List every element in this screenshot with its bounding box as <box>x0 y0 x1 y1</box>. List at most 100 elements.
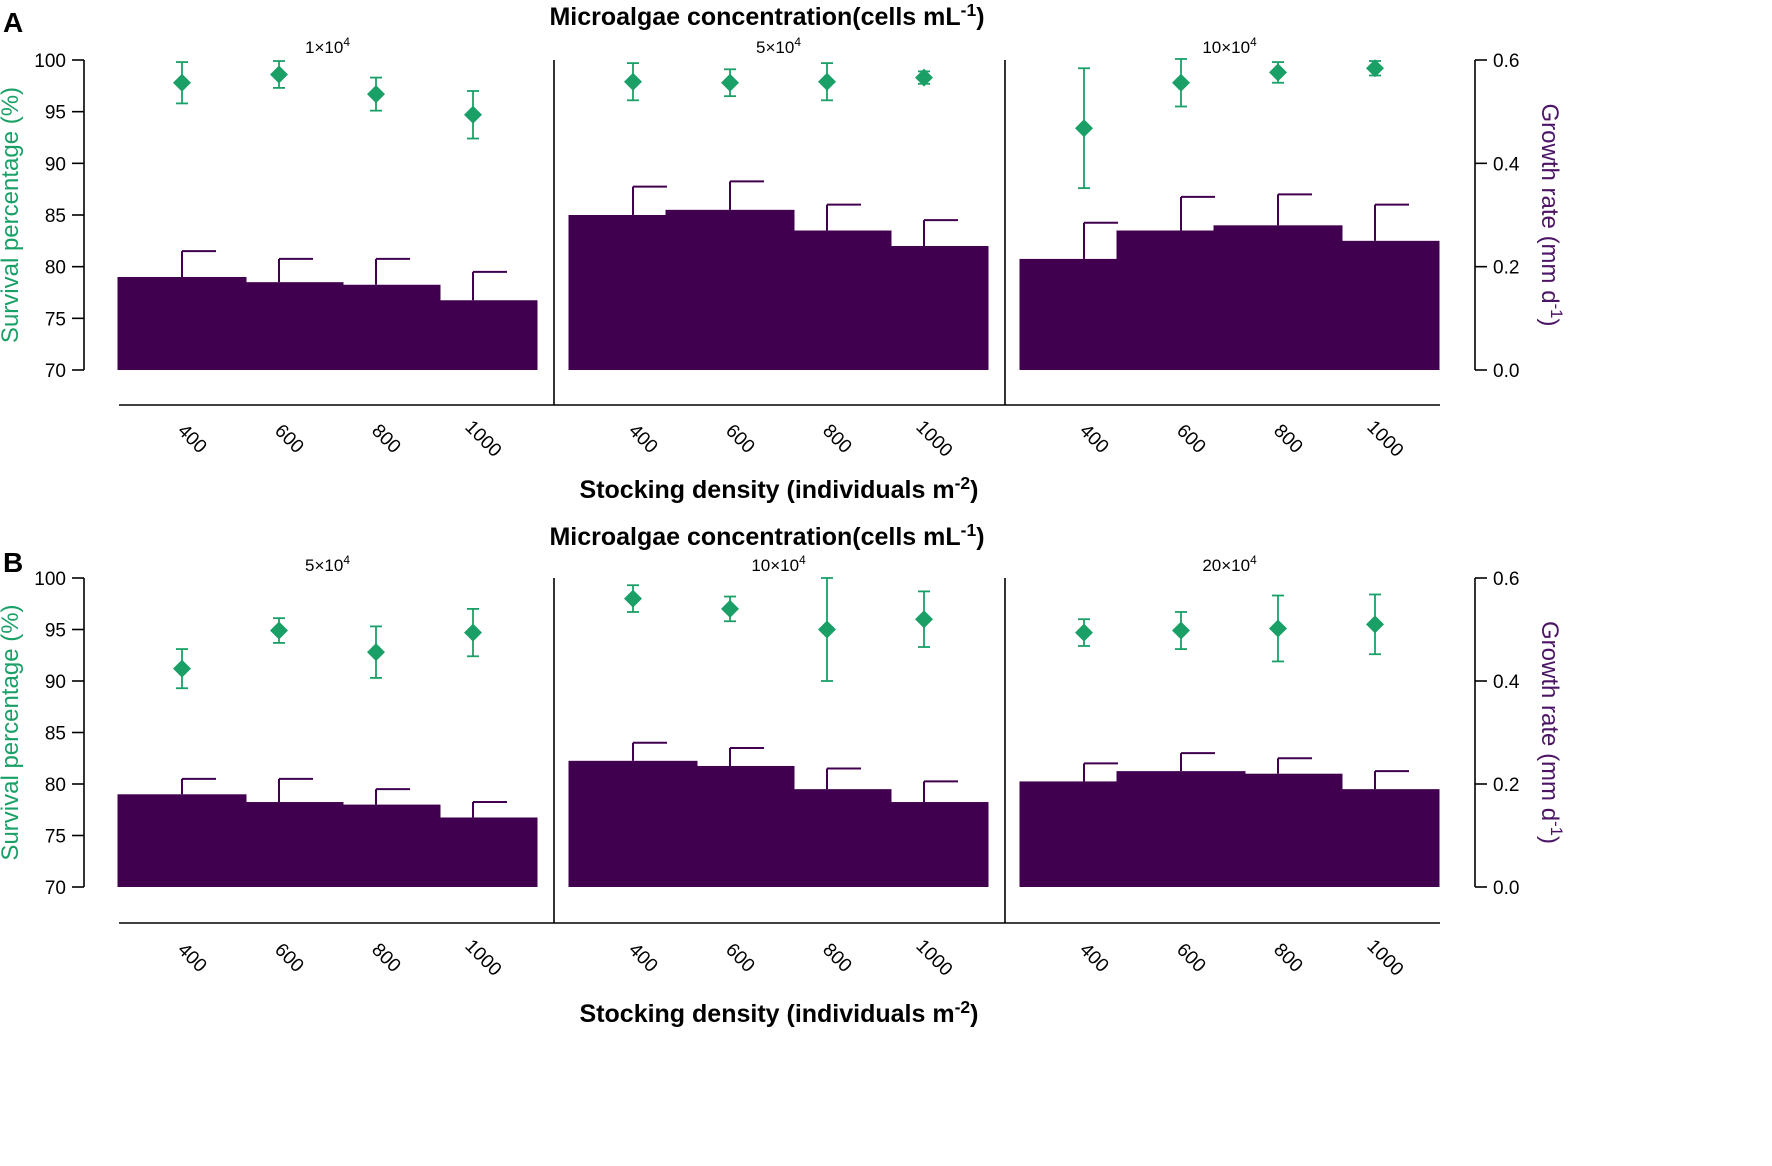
group-label-sup: 4 <box>343 553 350 567</box>
group-2: 10×104 400 600 800 1000 <box>568 553 989 980</box>
left-tick-label: 80 <box>45 775 66 796</box>
right-axis-label-end: ) <box>1536 836 1563 844</box>
right-axis-label-text: Growth rate (mm d <box>1536 104 1563 304</box>
left-tick-label: 90 <box>45 154 66 175</box>
group-label-sup: 4 <box>794 35 801 49</box>
growth-bar <box>1310 240 1440 370</box>
panel-label: A <box>3 7 23 38</box>
x-tick-label: 800 <box>367 420 404 457</box>
x-tick-label: 600 <box>1172 420 1209 457</box>
growth-bar <box>859 246 989 370</box>
x-tick-label: 400 <box>1075 939 1112 976</box>
group-label-text: 10×10 <box>1202 38 1250 57</box>
x-tick-label: 800 <box>367 939 404 976</box>
right-tick-label: 0.0 <box>1493 361 1519 382</box>
group-label-text: 20×10 <box>1202 556 1250 575</box>
chart-title: Microalgae concentration(cells mL-1) <box>549 0 984 31</box>
right-axis-label-sup: -1 <box>1547 821 1566 836</box>
x-tick-label: 600 <box>270 939 307 976</box>
survival-point <box>173 659 191 678</box>
survival-point <box>1366 59 1384 78</box>
x-tick-label: 600 <box>721 420 758 457</box>
survival-point <box>624 589 642 608</box>
x-tick-label: 800 <box>818 939 855 976</box>
right-tick-label: 0.6 <box>1493 51 1519 72</box>
left-tick-label: 70 <box>45 878 66 899</box>
group-label-text: 5×10 <box>305 556 343 575</box>
growth-bar <box>1310 789 1440 887</box>
left-tick-label: 90 <box>45 672 66 693</box>
survival-point <box>818 72 836 91</box>
survival-point <box>1172 73 1190 92</box>
survival-point <box>721 73 739 92</box>
left-tick-label: 85 <box>45 724 66 745</box>
x-axis-label-sup: -2 <box>955 997 971 1017</box>
x-tick-label: 400 <box>173 420 210 457</box>
chart-title-sup: -1 <box>961 520 977 540</box>
x-tick-label: 1000 <box>912 417 957 462</box>
group-label-text: 5×10 <box>756 38 794 57</box>
survival-point <box>367 643 385 662</box>
chart-title-text: Microalgae concentration(cells mL <box>549 3 960 31</box>
left-tick-label: 85 <box>45 206 66 227</box>
chart-title-end: ) <box>976 3 984 31</box>
growth-bar <box>408 817 538 887</box>
right-tick-label: 0.4 <box>1493 672 1520 693</box>
chart-title: Microalgae concentration(cells mL-1) <box>549 520 984 551</box>
group-label-sup: 4 <box>799 553 806 567</box>
survival-point <box>915 610 933 629</box>
x-axis-label-sup: -2 <box>955 473 971 493</box>
group-label: 20×104 <box>1202 553 1257 575</box>
right-tick-label: 0.6 <box>1493 569 1519 590</box>
x-tick-label: 600 <box>721 939 758 976</box>
group-label-sup: 4 <box>1250 553 1257 567</box>
left-axis-label: Survival percentage (%) <box>0 604 24 860</box>
right-axis-label: Growth rate (mm d-1) <box>1536 621 1566 844</box>
x-tick-label: 400 <box>1075 420 1112 457</box>
survival-point <box>915 68 933 87</box>
right-tick-label: 0.2 <box>1493 258 1519 279</box>
survival-point <box>464 105 482 124</box>
left-tick-label: 95 <box>45 103 66 124</box>
survival-point <box>1366 615 1384 634</box>
left-axis-label: Survival percentage (%) <box>0 87 24 343</box>
x-axis-label-end: ) <box>970 476 978 504</box>
left-tick-label: 80 <box>45 258 66 279</box>
group-label-text: 10×10 <box>751 556 799 575</box>
left-tick-label: 70 <box>45 361 66 382</box>
x-tick-label: 1000 <box>1363 417 1408 462</box>
x-tick-label: 800 <box>818 420 855 457</box>
chart-title-text: Microalgae concentration(cells mL <box>549 523 960 551</box>
group-label: 10×104 <box>1202 35 1257 57</box>
right-axis-label: Growth rate (mm d-1) <box>1536 104 1566 327</box>
right-tick-label: 0.0 <box>1493 878 1519 899</box>
x-axis-label: Stocking density (individuals m-2) <box>580 997 979 1028</box>
group-label: 10×104 <box>751 553 806 575</box>
group-1: 5×104 400 600 800 1000 <box>117 553 538 981</box>
survival-point <box>721 599 739 618</box>
survival-point <box>173 73 191 92</box>
x-tick-label: 1000 <box>461 417 506 462</box>
x-tick-label: 1000 <box>461 936 506 981</box>
chart-title-end: ) <box>976 523 984 551</box>
group-1: 1×104 400 600 800 1000 <box>117 35 538 462</box>
x-axis-label-text: Stocking density (individuals m <box>580 476 955 504</box>
survival-point <box>270 621 288 640</box>
growth-bar <box>408 300 538 370</box>
x-tick-label: 800 <box>1269 420 1306 457</box>
survival-point <box>367 85 385 104</box>
survival-point <box>1075 119 1093 138</box>
x-tick-label: 1000 <box>1363 936 1408 981</box>
group-label: 5×104 <box>305 553 350 575</box>
group-label-sup: 4 <box>1250 35 1257 49</box>
left-tick-label: 100 <box>34 51 66 72</box>
group-2: 5×104 400 600 800 1000 <box>568 35 989 462</box>
x-axis-label-text: Stocking density (individuals m <box>580 1000 955 1028</box>
x-tick-label: 800 <box>1269 939 1306 976</box>
group-label: 1×104 <box>305 35 350 57</box>
survival-point <box>270 65 288 84</box>
group-label-text: 1×10 <box>305 38 343 57</box>
panel-label: B <box>3 547 23 578</box>
